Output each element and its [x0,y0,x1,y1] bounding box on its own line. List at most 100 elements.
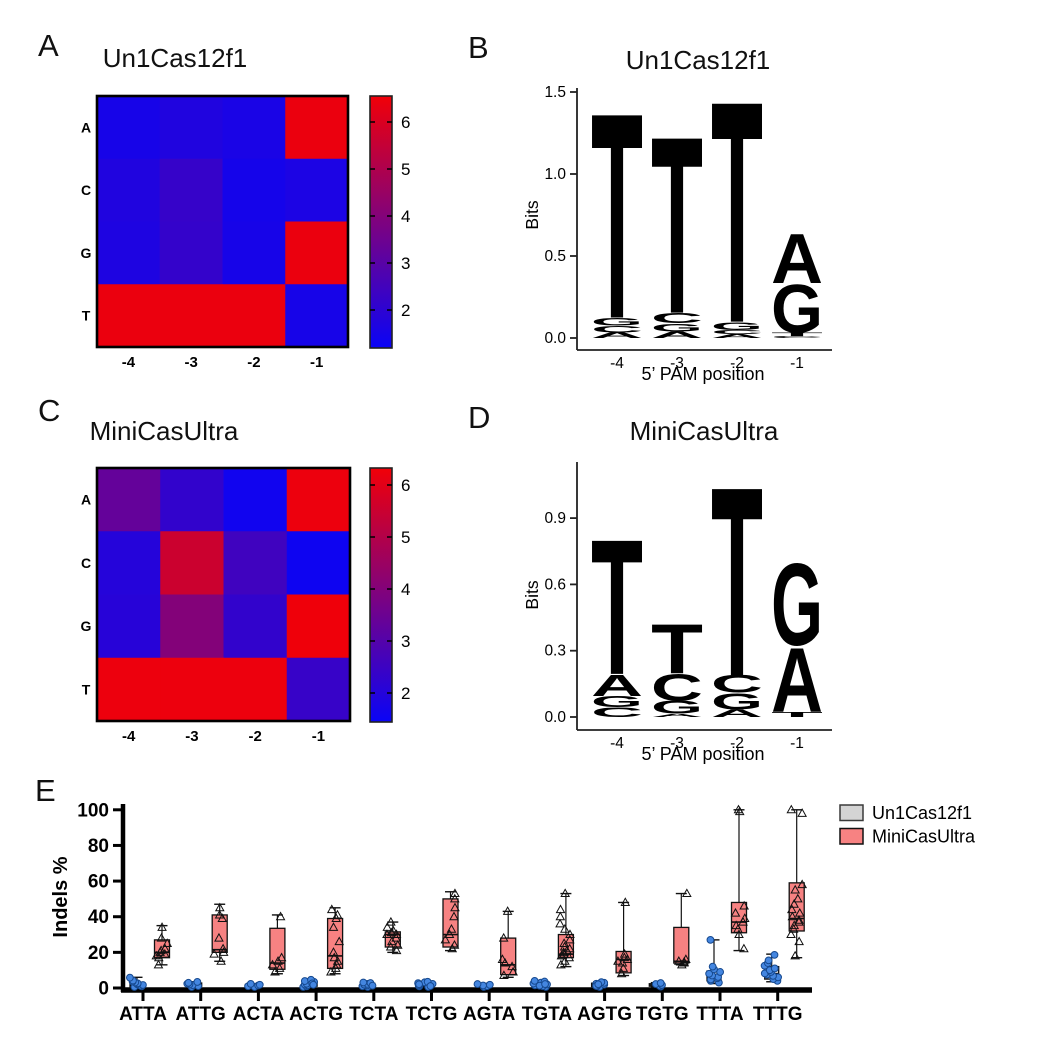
data-point-triangle [276,952,287,962]
heatmap-cell [160,594,224,659]
colorbar [369,95,393,349]
heatmap-row-label: T [82,681,91,697]
data-point-triangle [797,879,808,889]
data-point-triangle [328,947,339,956]
panel-label-e: E [35,773,56,808]
x-tick-label: -4 [610,355,624,372]
x-category-label: TTTA [696,1004,743,1025]
colorbar-tick-label: 6 [401,113,410,132]
data-point-circle [473,980,482,988]
heatmap-cell [285,96,349,160]
heatmap-cell [222,284,286,348]
heatmap-cell [97,96,161,160]
boxplot-ylabel: Indels % [50,856,72,937]
heatmap-col-label: -3 [185,728,198,745]
data-point-triangle [156,945,166,955]
data-point-triangle [555,904,566,914]
data-point-triangle [160,943,170,953]
data-point-triangle [681,954,691,963]
heatmap-un1cas12f1: A C G T -4 -3 -2 -1 2 3 4 5 6 [81,94,410,371]
heatmap-row-label: A [81,119,91,135]
data-point-triangle [274,963,285,972]
data-point-circle [426,982,435,990]
logo-letter-glyph: T [771,710,824,719]
colorbar-tick-label: 5 [401,528,410,547]
data-point-triangle [787,904,797,914]
logo-letter: G [711,320,763,333]
box [673,926,690,964]
data-point-circle [184,978,193,987]
heatmap-col-label: -2 [247,354,260,371]
x-category-label: ACTG [289,1004,343,1025]
data-point-triangle [329,952,340,962]
y-tick-label: 0.0 [544,330,566,347]
data-point-triangle [565,929,575,939]
logo-letter-glyph: G [651,697,703,718]
panel-label-b: B [468,30,489,65]
data-point-triangle [790,950,800,960]
heatmap-row-label: C [81,555,91,571]
data-point-triangle [618,963,629,972]
logo-letter-glyph: G [591,316,643,329]
logo-letter: T [591,52,643,380]
data-point-triangle [792,893,803,903]
data-point-triangle [739,943,749,953]
heatmap-cell [159,158,223,222]
data-point-triangle [789,899,799,908]
x-tick-label: -2 [730,355,744,372]
heatmap-cell [159,221,223,285]
y-tick-label: 0.6 [544,576,566,593]
data-point-circle [764,956,773,965]
logo-b-title: Un1Cas12f1 [626,45,771,75]
colorbar-tick-label: 2 [401,301,410,320]
legend: Un1Cas12f1 MiniCasUltra [839,803,976,847]
heatmap-row-label: G [81,618,92,634]
x-category-label: TTTG [753,1004,803,1025]
logo-letter: A [651,330,703,340]
heatmap-cell [286,468,351,532]
data-point-circle [246,980,255,988]
heatmap-cell [97,158,161,222]
y-tick-label: 0 [98,979,109,1000]
logo-letter-glyph: T [711,36,763,390]
logo-letter-glyph: G [591,694,643,711]
legend-label-minicasultra: MiniCasUltra [872,827,976,847]
legend-swatch-un1cas12f1 [839,804,864,822]
data-point-triangle [731,920,741,930]
logo-letter: T [771,710,824,719]
logo-letter: C [591,705,643,720]
data-point-triangle [790,884,801,894]
x-category-label: TGTG [636,1004,689,1025]
data-point-circle [368,981,377,990]
data-point-triangle [450,888,460,898]
data-point-triangle [450,902,460,912]
heatmap-cell [159,284,223,348]
heatmap-col-label: -2 [248,728,261,745]
logo-letter-glyph: A [771,220,823,299]
heatmap-cell [286,594,351,659]
heatmap-col-label: -1 [310,354,323,371]
heatmap-cell [286,657,351,722]
data-point-triangle [619,948,630,958]
data-point-circle [706,935,715,944]
data-point-triangle [502,906,513,915]
data-point-triangle [386,916,396,926]
y-tick-label: 60 [88,872,109,893]
logo-letter-glyph: C [711,329,763,335]
panel-label-a: A [38,28,59,63]
data-point-triangle [449,911,459,921]
logo-letter: T [651,610,703,689]
y-tick-label: 1.5 [544,84,566,101]
logo-letter: G [651,697,703,718]
colorbar-tick-label: 6 [401,476,410,495]
data-point-triangle [214,909,225,919]
heatmap-cell [286,531,351,595]
data-point-triangle [787,911,798,921]
heatmap-cell [97,468,161,532]
data-point-triangle [739,900,750,910]
data-point-triangle [328,922,339,931]
heatmap-cell [97,284,161,348]
